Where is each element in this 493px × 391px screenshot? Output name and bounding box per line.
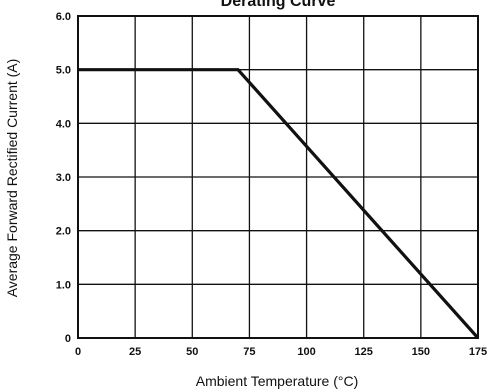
tick-layer: 0 25 50 75 100 125 150 175 0 1.0 2.0 3.0 4.0 5.0 6.0 — [56, 11, 487, 358]
plot-frame — [77, 15, 479, 339]
y-tick-label: 5.0 — [56, 65, 71, 77]
y-tick-label: 6.0 — [56, 11, 71, 23]
x-tick-label: 50 — [186, 346, 198, 358]
derating-curve-line — [78, 68, 480, 340]
x-tick-label: 175 — [469, 346, 487, 358]
y-tick-label: 4.0 — [56, 118, 71, 130]
y-tick-label: 0 — [65, 333, 71, 345]
x-tick-label: 75 — [243, 346, 255, 358]
y-axis-label: Average Forward Rectified Current (A) — [4, 59, 20, 298]
x-tick-label: 100 — [297, 346, 315, 358]
y-tick-label: 1.0 — [56, 279, 71, 291]
chart-title: Derating Curve — [221, 0, 336, 10]
x-tick-label: 150 — [412, 346, 430, 358]
x-tick-label: 125 — [355, 346, 373, 358]
grid-layer — [77, 15, 479, 339]
x-axis-label: Ambient Temperature (°C) — [196, 373, 359, 389]
x-tick-label: 0 — [75, 346, 81, 358]
x-tick-label: 25 — [129, 346, 141, 358]
series-layer — [78, 68, 480, 340]
y-tick-label: 2.0 — [56, 226, 71, 238]
y-tick-label: 3.0 — [56, 172, 71, 184]
